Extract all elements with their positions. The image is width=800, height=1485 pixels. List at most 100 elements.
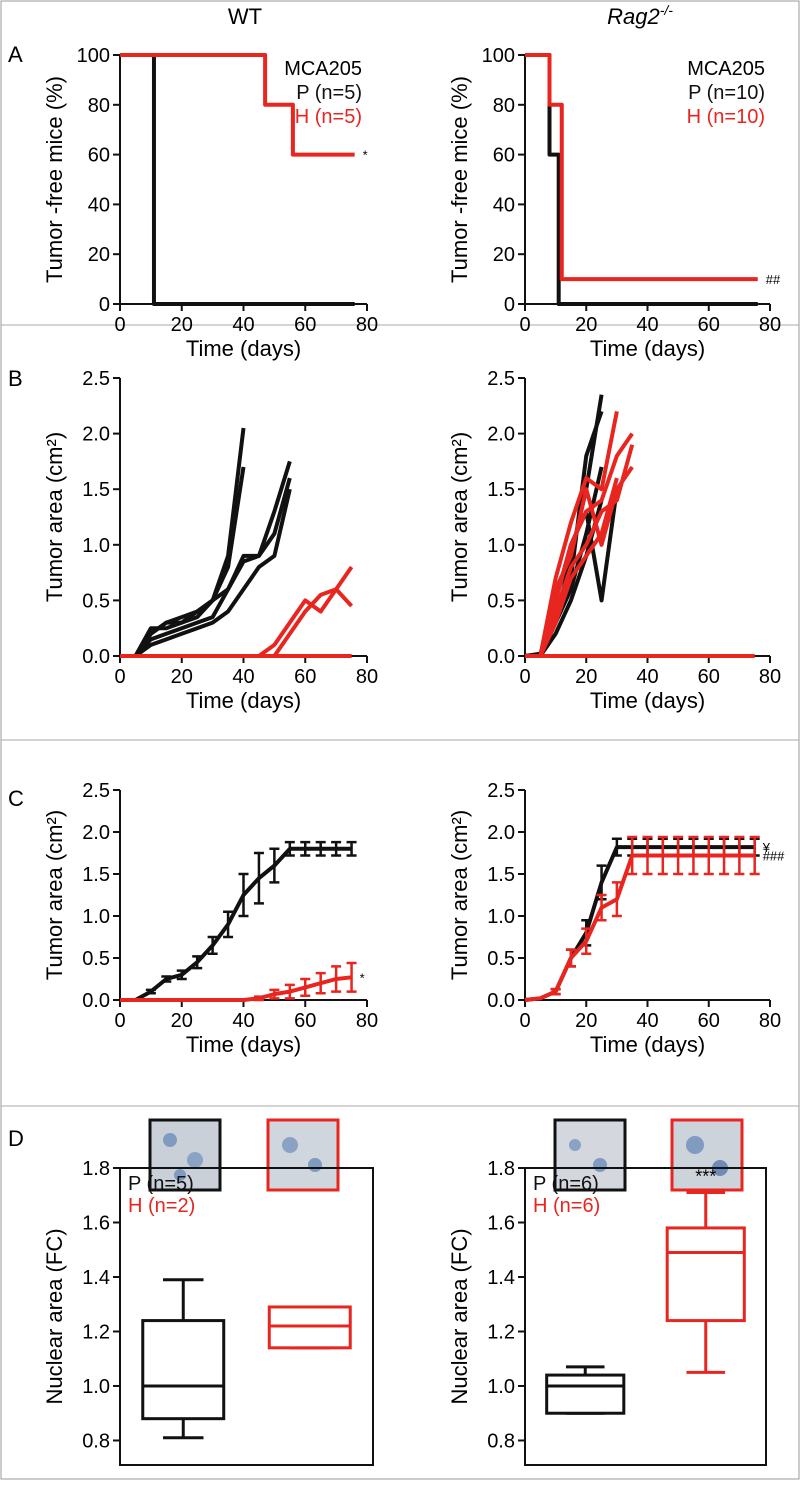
x-axis-label: Time (days) [590, 688, 705, 713]
error-bar [642, 835, 653, 876]
annotation: * [360, 970, 365, 985]
x-tick-label: 0 [519, 1010, 530, 1032]
error-bar [331, 840, 342, 857]
y-tick-label: 0.0 [487, 990, 515, 1012]
column-header-text: Rag2 [607, 4, 660, 29]
y-tick-label: 80 [493, 95, 515, 117]
panel-label: D [8, 1126, 24, 1151]
y-tick-label: 2.0 [82, 822, 110, 844]
x-tick-label: 20 [171, 666, 193, 688]
cell [686, 1136, 704, 1154]
y-tick-label: 1.0 [487, 1376, 515, 1398]
y-axis-label: Tumor -free mice (%) [42, 76, 67, 283]
panel-label: B [8, 366, 23, 391]
error-bar [688, 835, 699, 876]
x-tick-label: 20 [575, 1010, 597, 1032]
y-tick-label: 60 [88, 145, 110, 167]
y-axis-label: Tumor area (cm²) [447, 432, 472, 602]
error-bar [611, 881, 622, 918]
y-tick-label: 0.8 [82, 1430, 110, 1452]
annotation: * [363, 148, 368, 163]
cell [163, 1133, 177, 1147]
error-bar [346, 840, 357, 857]
y-tick-label: 2.5 [487, 368, 515, 390]
error-bar [284, 840, 295, 857]
y-tick-label: 0.5 [487, 590, 515, 612]
x-tick-label: 60 [698, 666, 720, 688]
x-tick-label: 40 [232, 666, 254, 688]
chart: 0 20 40 60 80 100 Tumor -free mice (%) 0 20 40 60 8… [447, 45, 781, 361]
cell [308, 1158, 322, 1172]
x-tick-label: 60 [698, 1010, 720, 1032]
error-bar [346, 961, 357, 993]
y-tick-label: 1.2 [487, 1321, 515, 1343]
y-tick-label: 1.8 [82, 1158, 110, 1180]
error-bar [269, 988, 280, 1000]
column-header: WT [228, 4, 262, 29]
y-tick-label: 0.0 [487, 646, 515, 668]
y-tick-label: 0.5 [82, 590, 110, 612]
x-tick-label: 0 [519, 666, 530, 688]
error-bar [749, 835, 760, 876]
x-tick-label: 0 [519, 314, 530, 336]
legend-entry: P (n=6) [533, 1173, 599, 1195]
error-bar [627, 835, 638, 876]
x-tick-label: 0 [114, 314, 125, 336]
series-line [120, 460, 292, 658]
x-tick-label: 80 [356, 666, 378, 688]
box [665, 1226, 746, 1323]
y-tick-label: 1.0 [82, 906, 110, 928]
cell [282, 1137, 298, 1153]
x-tick-label: 80 [759, 1010, 781, 1032]
error-bar [565, 948, 576, 968]
chart: 0.0 0.5 1.0 1.5 2.0 2.5 Tumor area (cm²) 0 20 40 6… [42, 780, 378, 1057]
y-tick-label: 1.6 [487, 1212, 515, 1234]
error-bar [207, 935, 218, 956]
error-bar [192, 955, 203, 970]
box [545, 1373, 626, 1415]
x-tick-label: 80 [759, 666, 781, 688]
y-tick-label: 1.4 [82, 1267, 110, 1289]
y-tick-label: 2.0 [82, 424, 110, 446]
legend-entry: P (n=10) [688, 82, 765, 104]
legend-title: MCA205 [687, 58, 765, 80]
y-tick-label: 2.5 [487, 780, 515, 802]
error-bar [238, 872, 249, 918]
y-tick-label: 1.5 [82, 864, 110, 886]
series-line [524, 853, 755, 1002]
column-header-superscript: -/- [660, 2, 674, 18]
y-tick-label: 100 [482, 45, 515, 67]
x-axis-label: Time (days) [186, 336, 301, 361]
plot-frame [524, 1167, 767, 1466]
y-tick-label: 0 [99, 294, 110, 316]
x-tick-label: 40 [232, 314, 254, 336]
x-axis-label: Time (days) [186, 1032, 301, 1057]
y-tick-label: 20 [88, 244, 110, 266]
x-tick-label: 40 [636, 666, 658, 688]
error-bar [673, 835, 684, 876]
y-tick-label: 80 [88, 95, 110, 117]
x-axis-label: Time (days) [590, 336, 705, 361]
cell [593, 1158, 607, 1172]
y-tick-label: 1.5 [82, 479, 110, 501]
error-bar [284, 983, 295, 1000]
series-line [272, 587, 354, 658]
y-tick-label: 1.0 [82, 535, 110, 557]
y-tick-label: 1.5 [487, 864, 515, 886]
y-tick-label: 0.0 [82, 646, 110, 668]
series-line [120, 53, 355, 157]
x-tick-label: 40 [232, 1010, 254, 1032]
cell [174, 1169, 186, 1181]
y-axis-label: Nuclear area (FC) [42, 1228, 67, 1404]
error-bar [269, 847, 280, 884]
error-bar [657, 835, 668, 876]
error-bar [145, 988, 156, 995]
legend-entry: H (n=10) [687, 106, 765, 128]
x-tick-label: 40 [636, 1010, 658, 1032]
chart: 0.0 0.5 1.0 1.5 2.0 2.5 Tumor area (cm²) 0 20 40 6… [447, 780, 785, 1057]
cell [569, 1139, 581, 1151]
thumbnail [553, 1118, 627, 1192]
annotation: *** [695, 1167, 716, 1187]
x-tick-label: 60 [294, 666, 316, 688]
